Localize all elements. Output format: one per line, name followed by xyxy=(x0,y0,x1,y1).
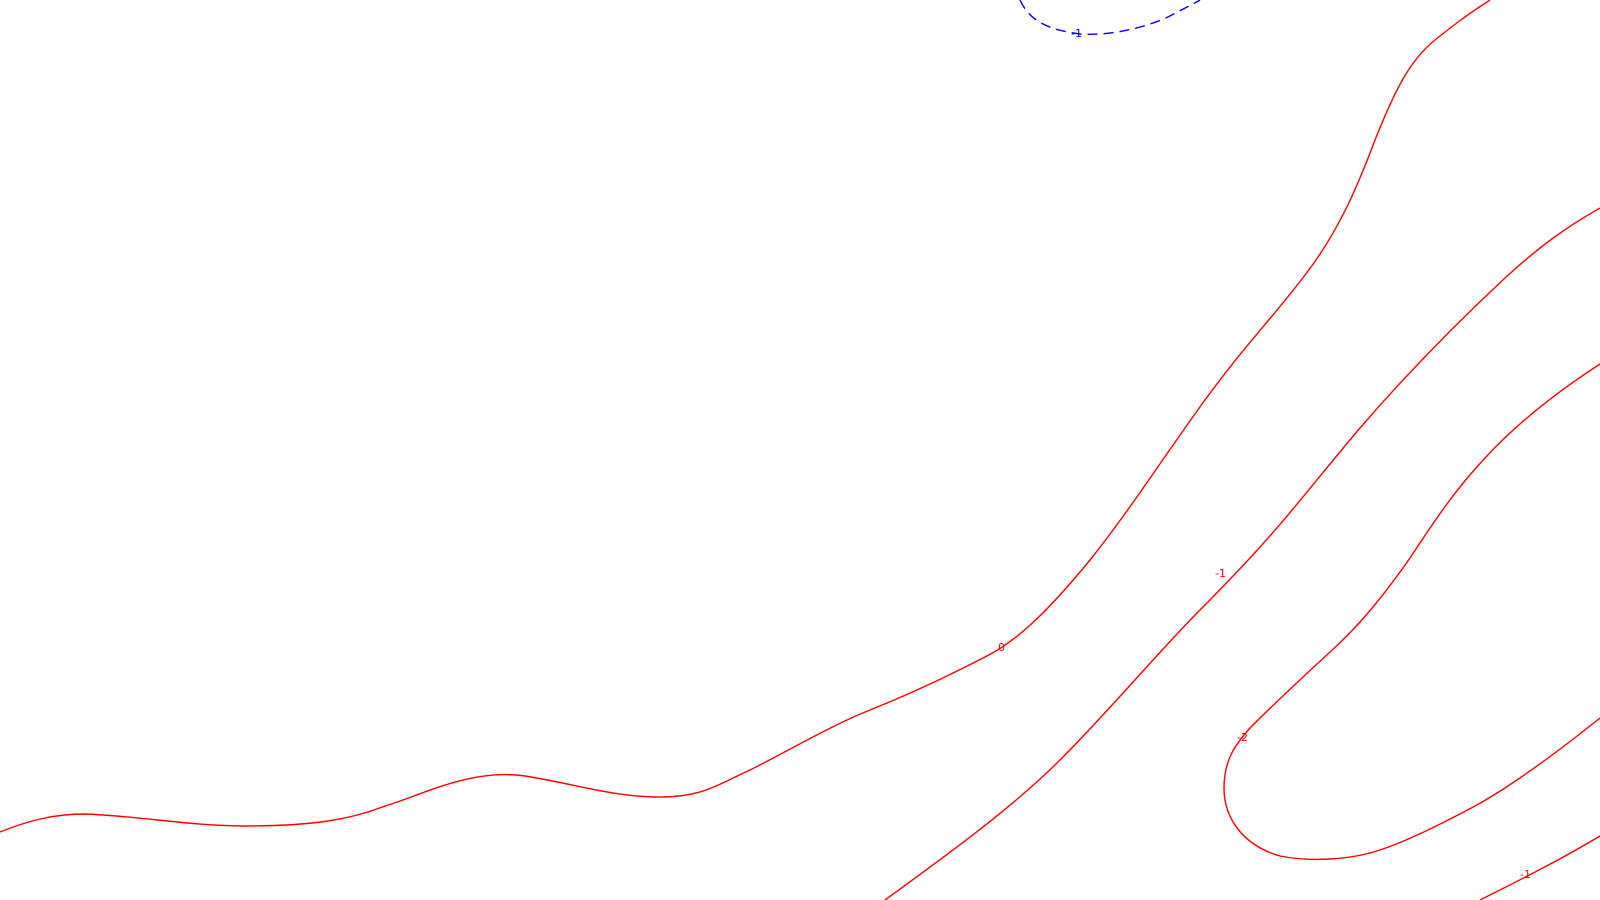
contour-line-0 xyxy=(0,0,1491,833)
contour-label-neg1-top-blue: -1 xyxy=(1071,27,1082,40)
contour-line-neg1-top-dashed xyxy=(1019,0,1201,36)
contour-label-neg1-left: -1 xyxy=(1215,567,1226,580)
contour-line-neg1-left xyxy=(884,207,1600,900)
contour-line-neg2 xyxy=(1223,363,1600,861)
contour-line-neg1-right xyxy=(1479,835,1600,900)
contour-label-0: 0 xyxy=(998,641,1005,654)
contour-label-neg1-right: -1 xyxy=(1520,868,1531,881)
contour-label-neg2: -2 xyxy=(1237,731,1248,744)
